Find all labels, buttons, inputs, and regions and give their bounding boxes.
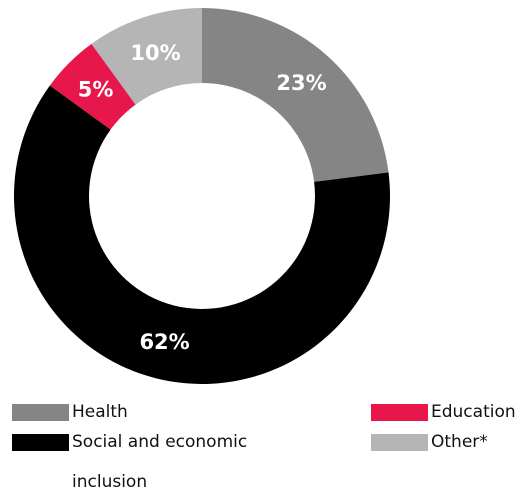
legend-swatch-social <box>12 434 69 451</box>
slice-other <box>91 8 202 105</box>
slice-label-social: 62% <box>139 330 189 354</box>
slice-education <box>49 43 136 130</box>
slice-social <box>13 85 391 385</box>
donut-slices <box>13 8 391 385</box>
donut-chart: 23% 62% 5% 10% <box>13 8 391 385</box>
legend-label-health: Health <box>72 402 128 422</box>
legend-swatch-health <box>12 404 69 421</box>
slice-label-education: 5% <box>78 78 114 102</box>
slice-health <box>202 8 389 182</box>
legend-label-education: Education <box>431 402 516 422</box>
legend-label-social: Social and economic inclusion <box>72 432 248 492</box>
legend-swatch-other <box>371 434 428 451</box>
slice-labels: 23% 62% 5% 10% <box>78 41 327 354</box>
slice-label-other: 10% <box>130 41 180 65</box>
slice-label-health: 23% <box>276 71 326 95</box>
legend-swatch-education <box>371 404 428 421</box>
legend-label-other: Other* <box>431 432 488 452</box>
